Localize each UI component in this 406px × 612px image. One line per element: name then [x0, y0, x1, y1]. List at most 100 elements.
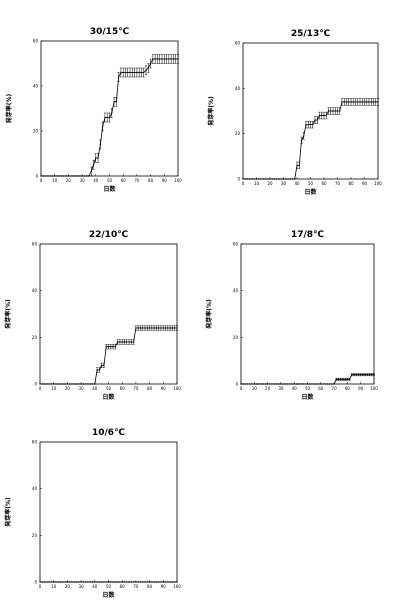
y-axis-label: 発芽率(%) [5, 93, 13, 123]
data-point [264, 178, 267, 180]
series-line [40, 327, 177, 385]
data-point [55, 383, 57, 385]
data-point [80, 383, 82, 385]
plot-frame [242, 42, 379, 180]
data-point [174, 581, 176, 583]
data-point [271, 178, 273, 180]
data-point [50, 383, 53, 385]
data-point [244, 178, 246, 180]
y-tick-label: 20 [32, 533, 38, 538]
data-point [84, 581, 87, 583]
data-point [87, 383, 89, 385]
data-point [62, 581, 64, 583]
data-point [251, 178, 253, 180]
data-point [246, 178, 249, 180]
x-tick-label: 10 [252, 386, 258, 391]
data-point [271, 383, 273, 385]
data-point [68, 581, 71, 583]
data-point [171, 581, 174, 583]
x-axis-label: 日数 [102, 591, 115, 599]
data-point [280, 383, 282, 385]
y-tick-label: 0 [235, 382, 238, 387]
data-point [240, 383, 242, 385]
data-point [278, 178, 280, 180]
data-point [275, 383, 278, 385]
data-point [75, 581, 78, 583]
x-tick-label: 70 [332, 386, 338, 391]
x-tick-label: 60 [321, 181, 327, 186]
data-point [289, 178, 291, 180]
data-point [39, 383, 41, 385]
data-point [114, 581, 117, 583]
chart-title: 17/8℃ [291, 230, 324, 240]
data-point [59, 383, 62, 385]
data-point [71, 383, 73, 385]
y-tick-label: 60 [32, 242, 38, 247]
data-point [269, 383, 271, 385]
data-point [103, 581, 105, 583]
data-point [105, 581, 107, 583]
chart-panel: 30/15℃ 0 10 20 30 40 50 60 70 80 90 100 0 20 40 60 日数 発芽率… [5, 27, 182, 193]
data-point [293, 383, 295, 385]
y-axis-label: 発芽率(%) [4, 299, 12, 329]
data-point [315, 383, 318, 385]
data-point [67, 175, 70, 177]
data-point [74, 175, 76, 177]
data-point [169, 581, 171, 583]
y-tick-label: 0 [34, 382, 37, 387]
data-point [83, 175, 86, 177]
data-point [54, 175, 56, 177]
data-point [322, 383, 324, 385]
x-tick-label: 50 [106, 584, 112, 589]
y-tick-label: 60 [235, 41, 241, 46]
data-point [98, 581, 101, 583]
data-point [249, 383, 251, 385]
x-tick-label: 40 [92, 386, 98, 391]
chart-panel: 25/13℃ 0 10 20 30 40 50 60 70 80 90 100 0 20 40 60 日数 発芽率… [207, 29, 382, 196]
data-point [94, 581, 96, 583]
plot-frame [39, 243, 178, 385]
data-point [130, 581, 133, 583]
data-point [262, 178, 264, 180]
data-point [47, 175, 49, 177]
data-point [297, 383, 300, 385]
data-point [148, 581, 151, 583]
data-point [119, 581, 121, 583]
x-tick-label: 80 [147, 584, 153, 589]
x-tick-label: 70 [134, 178, 140, 183]
chart-panel: 17/8℃ 0 10 20 30 40 50 60 70 80 90 100 0 20 40 60 日数 発芽率(… [205, 230, 378, 401]
data-point [258, 383, 260, 385]
data-point [78, 581, 80, 583]
x-tick-label: 10 [254, 181, 260, 186]
x-tick-label: 100 [174, 178, 182, 183]
data-point [78, 383, 80, 385]
plot-frame [39, 441, 178, 583]
data-point [44, 175, 47, 177]
data-point [264, 383, 267, 385]
data-point [58, 175, 60, 177]
x-tick-label: 100 [374, 181, 382, 186]
x-axis-label: 日数 [102, 393, 115, 401]
data-point [331, 383, 333, 385]
data-point [260, 383, 262, 385]
data-point [311, 383, 313, 385]
data-point [242, 383, 244, 385]
x-tick-label: 100 [370, 386, 378, 391]
data-point [162, 581, 164, 583]
x-tick-label: 80 [148, 178, 154, 183]
data-point [112, 581, 114, 583]
y-tick-label: 20 [33, 129, 39, 134]
data-point [253, 178, 255, 180]
data-point [294, 178, 296, 180]
data-point [80, 581, 82, 583]
data-point [151, 581, 153, 583]
x-tick-label: 70 [133, 584, 139, 589]
x-tick-label: 90 [161, 584, 167, 589]
data-point [285, 178, 287, 180]
data-point [260, 178, 262, 180]
x-tick-label: 0 [40, 178, 43, 183]
data-point [155, 581, 158, 583]
x-tick-label: 90 [362, 181, 368, 186]
data-point [48, 581, 50, 583]
data-point [253, 383, 255, 385]
